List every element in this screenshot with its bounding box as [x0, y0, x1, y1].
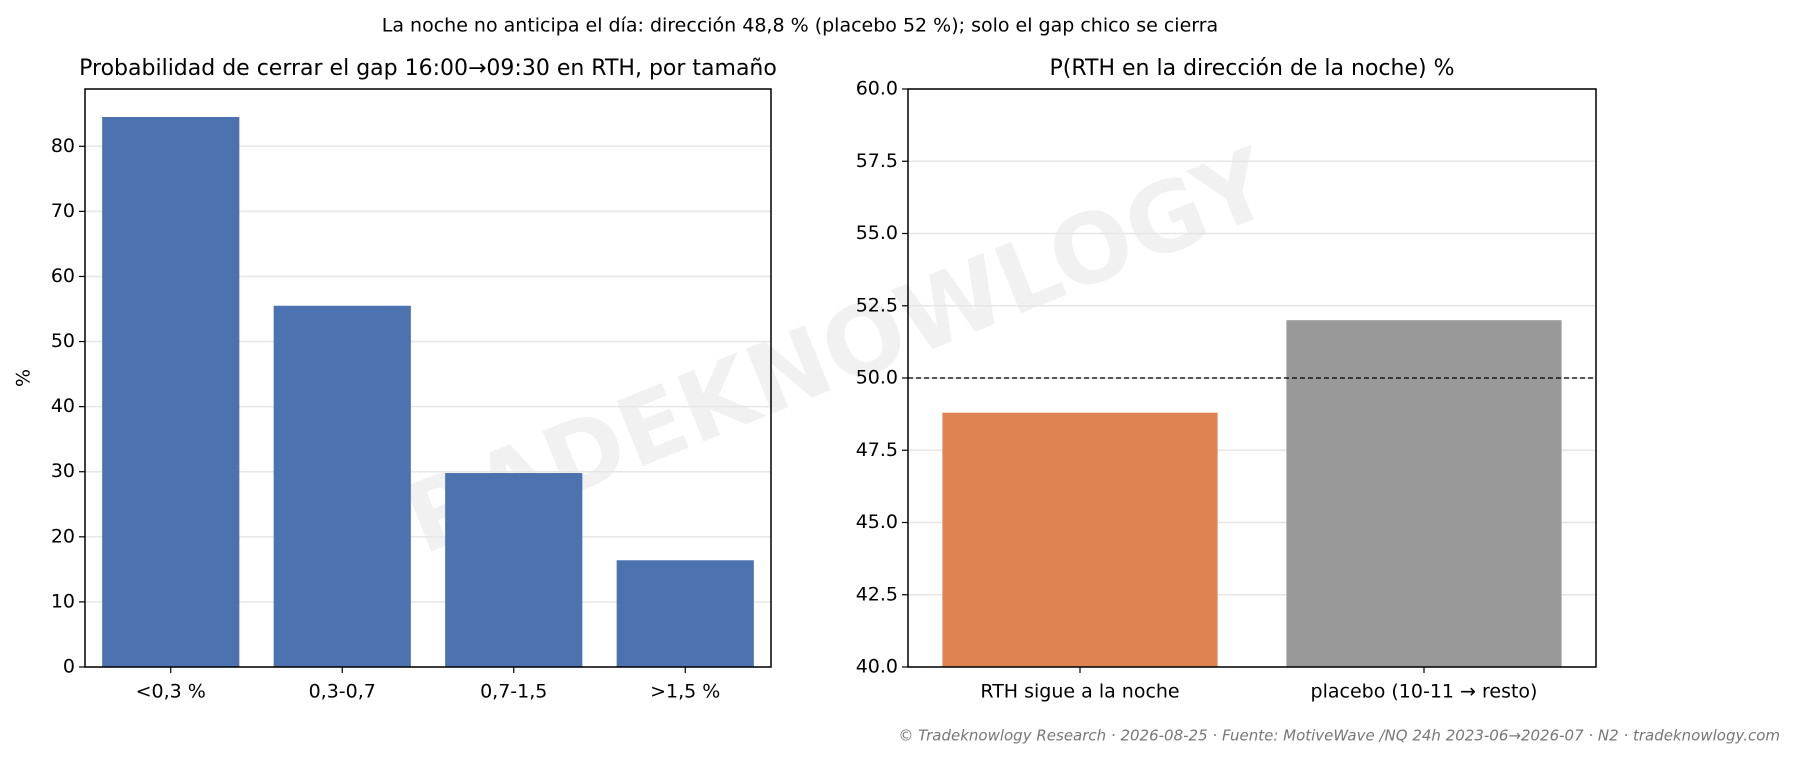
- y-tick-label: 20: [51, 525, 75, 547]
- y-tick-label: 30: [51, 460, 75, 482]
- x-tick-label: >1,5 %: [650, 681, 720, 703]
- bar: [445, 473, 583, 667]
- y-tick-label: 80: [51, 135, 75, 157]
- x-tick-label: placebo (10-11 → resto): [1311, 681, 1538, 703]
- y-tick-label: 42.5: [856, 583, 898, 605]
- x-tick-label: 0,7-1,5: [480, 681, 547, 703]
- y-tick-label: 10: [51, 590, 75, 612]
- y-tick-label: 57.5: [856, 150, 898, 172]
- plot-frame: [84, 88, 772, 668]
- chart-title: P(RTH en la dirección de la noche) %: [1050, 56, 1455, 81]
- y-tick-label: 47.5: [856, 439, 898, 461]
- x-tick-label: RTH sigue a la noche: [980, 681, 1179, 703]
- y-tick-label: 0: [63, 656, 75, 678]
- y-tick-label: 40.0: [856, 656, 898, 678]
- y-tick-label: 50: [51, 330, 75, 352]
- y-tick-label: 52.5: [856, 294, 898, 316]
- y-tick-label: 55.0: [856, 222, 898, 244]
- y-tick-label: 50.0: [856, 367, 898, 389]
- bar: [102, 116, 240, 667]
- y-axis-label: %: [13, 369, 35, 387]
- x-tick-label: <0,3 %: [136, 681, 206, 703]
- y-tick-label: 45.0: [856, 511, 898, 533]
- plot-frame: [907, 88, 1597, 668]
- y-tick-label: 60.0: [856, 78, 898, 100]
- y-tick-label: 60: [51, 265, 75, 287]
- bar: [1286, 320, 1562, 667]
- footer: © Tradeknowlogy Research · 2026-08-25 · …: [898, 727, 1780, 745]
- bar: [942, 412, 1218, 667]
- chart-title: Probabilidad de cerrar el gap 16:00→09:3…: [79, 56, 777, 81]
- bar: [616, 560, 754, 667]
- bar: [273, 305, 411, 667]
- page-title: La noche no anticipa el día: dirección 4…: [382, 15, 1218, 37]
- y-tick-label: 40: [51, 395, 75, 417]
- x-tick-label: 0,3-0,7: [309, 681, 376, 703]
- y-tick-label: 70: [51, 200, 75, 222]
